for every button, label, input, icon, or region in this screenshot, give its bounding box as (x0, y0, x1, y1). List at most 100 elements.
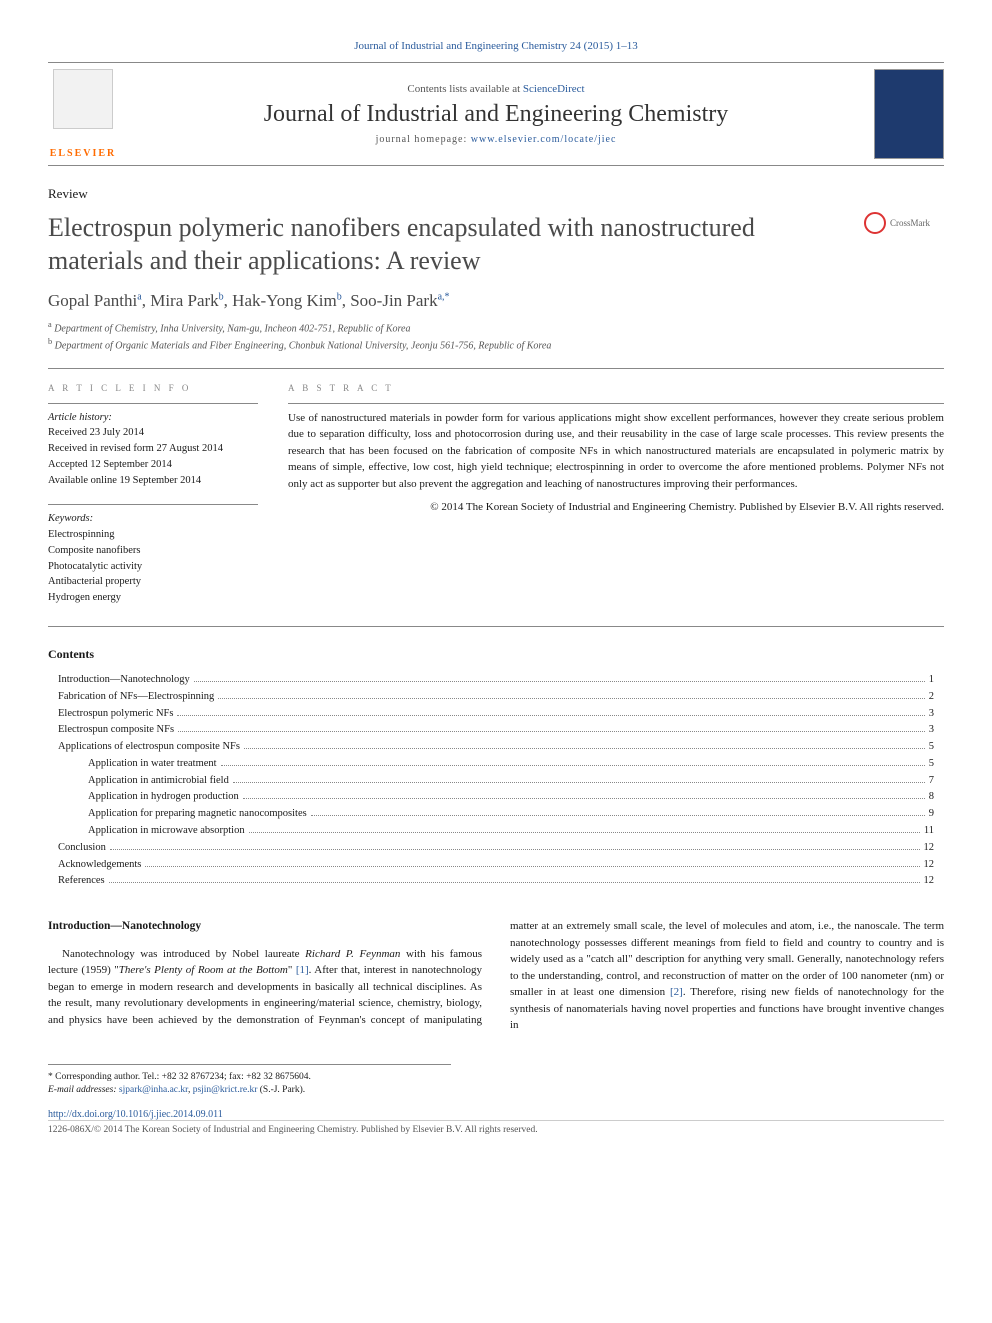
author-4: Soo-Jin Park (350, 291, 437, 310)
toc-dots (145, 866, 919, 867)
corr-line-2: E-mail addresses: sjpark@inha.ac.kr, psj… (48, 1084, 451, 1097)
affil-b-key: b (48, 337, 52, 346)
toc-page: 8 (929, 789, 934, 806)
contents-pre: Contents lists available at (407, 83, 522, 95)
toc-label: Application in water treatment (88, 756, 217, 773)
toc-page: 2 (929, 689, 934, 706)
toc-row-2[interactable]: Electrospun polymeric NFs 3 (58, 706, 934, 723)
affiliation-b: b Department of Organic Materials and Fi… (48, 336, 944, 353)
toc-page: 12 (924, 873, 935, 890)
article-info-label: A R T I C L E I N F O (48, 383, 258, 393)
toc-label: Conclusion (58, 840, 106, 857)
toc-label: References (58, 873, 105, 890)
top-citation[interactable]: Journal of Industrial and Engineering Ch… (48, 40, 944, 52)
p1-italic2: There's Plenty of Room at the Bottom (119, 964, 288, 976)
toc-label: Fabrication of NFs—Electrospinning (58, 689, 214, 706)
toc-label: Application in hydrogen production (88, 789, 239, 806)
toc-row-11[interactable]: Acknowledgements 12 (58, 857, 934, 874)
journal-name: Journal of Industrial and Engineering Ch… (128, 101, 864, 128)
elsevier-wordmark: ELSEVIER (50, 148, 117, 159)
rule-2 (48, 626, 944, 627)
p1-italic: Richard P. Feynman (305, 948, 400, 960)
toc-dots (178, 731, 925, 732)
author-2-aff: b (219, 291, 224, 302)
toc-page: 3 (929, 706, 934, 723)
toc-page: 3 (929, 722, 934, 739)
toc-page: 12 (924, 857, 935, 874)
toc-row-8[interactable]: Application for preparing magnetic nanoc… (58, 806, 934, 823)
corr-email-2[interactable]: psjin@krict.re.kr (193, 1085, 258, 1095)
toc-row-1[interactable]: Fabrication of NFs—Electrospinning 2 (58, 689, 934, 706)
corresponding-author-note: * Corresponding author. Tel.: +82 32 876… (48, 1064, 451, 1098)
toc-label: Application in microwave absorption (88, 823, 245, 840)
toc-row-12[interactable]: References 12 (58, 873, 934, 890)
toc-row-6[interactable]: Application in antimicrobial field 7 (58, 773, 934, 790)
author-2: Mira Park (150, 291, 218, 310)
info-row: A R T I C L E I N F O Article history: R… (48, 383, 944, 606)
toc-dots (243, 798, 925, 799)
toc-label: Application for preparing magnetic nanoc… (88, 806, 307, 823)
doi-link[interactable]: http://dx.doi.org/10.1016/j.jiec.2014.09… (48, 1109, 944, 1120)
toc-row-4[interactable]: Applications of electrospun composite NF… (58, 739, 934, 756)
ref-1-link[interactable]: [1] (296, 964, 309, 976)
toc-label: Application in antimicrobial field (88, 773, 229, 790)
journal-cover-thumb (874, 69, 944, 159)
toc-page: 7 (929, 773, 934, 790)
toc-label: Electrospun polymeric NFs (58, 706, 173, 723)
article-type: Review (48, 186, 944, 202)
history-3: Available online 19 September 2014 (48, 475, 201, 486)
toc-row-9[interactable]: Application in microwave absorption11 (58, 823, 934, 840)
toc-dots (311, 815, 925, 816)
abstract-col: A B S T R A C T Use of nanostructured ma… (288, 383, 944, 606)
author-3: Hak-Yong Kim (232, 291, 337, 310)
page: Journal of Industrial and Engineering Ch… (0, 0, 992, 1175)
toc-row-5[interactable]: Application in water treatment 5 (58, 756, 934, 773)
crossmark-badge[interactable]: CrossMark (864, 212, 944, 234)
history-0: Received 23 July 2014 (48, 427, 144, 438)
crossmark-label: CrossMark (890, 218, 930, 228)
toc-label: Electrospun composite NFs (58, 722, 174, 739)
article-title: Electrospun polymeric nanofibers encapsu… (48, 212, 852, 277)
article-info-col: A R T I C L E I N F O Article history: R… (48, 383, 258, 606)
toc-dots (244, 748, 925, 749)
affil-b-text: Department of Organic Materials and Fibe… (55, 341, 552, 352)
toc-row-0[interactable]: Introduction—Nanotechnology1 (58, 672, 934, 689)
corr-email-label: E-mail addresses: (48, 1085, 119, 1095)
toc-label: Acknowledgements (58, 857, 141, 874)
corr-email-1[interactable]: sjpark@inha.ac.kr (119, 1085, 188, 1095)
toc-row-3[interactable]: Electrospun composite NFs 3 (58, 722, 934, 739)
p1c: " (288, 964, 296, 976)
title-row: Electrospun polymeric nanofibers encapsu… (48, 212, 944, 291)
keywords-block: Keywords: Electrospinning Composite nano… (48, 511, 258, 606)
corr-line-1: * Corresponding author. Tel.: +82 32 876… (48, 1071, 451, 1084)
keyword-3: Antibacterial property (48, 576, 141, 587)
history-head: Article history: (48, 412, 112, 423)
toc-page: 5 (929, 739, 934, 756)
toc-dots (109, 882, 920, 883)
elsevier-tree-icon (53, 69, 113, 129)
abstract-text: Use of nanostructured materials in powde… (288, 410, 944, 493)
sciencedirect-link[interactable]: ScienceDirect (523, 83, 585, 95)
toc-row-7[interactable]: Application in hydrogen production 8 (58, 789, 934, 806)
abstract-copyright: © 2014 The Korean Society of Industrial … (288, 500, 944, 515)
journal-homepage-line: journal homepage: www.elsevier.com/locat… (128, 134, 864, 145)
author-4-aff: a,* (438, 291, 450, 302)
rule-info-1 (48, 403, 258, 404)
rule-abs (288, 403, 944, 404)
homepage-pre: journal homepage: (376, 134, 471, 145)
author-list: Gopal Panthia, Mira Parkb, Hak-Yong Kimb… (48, 291, 944, 311)
contents-available-line: Contents lists available at ScienceDirec… (128, 83, 864, 95)
toc-dots (233, 782, 925, 783)
toc-row-10[interactable]: Conclusion12 (58, 840, 934, 857)
homepage-link[interactable]: www.elsevier.com/locate/jiec (471, 134, 617, 145)
crossmark-icon (864, 212, 886, 234)
toc-dots (218, 698, 924, 699)
toc-dots (177, 715, 924, 716)
ref-2-link[interactable]: [2] (670, 986, 683, 998)
table-of-contents: Introduction—Nanotechnology1Fabrication … (48, 672, 944, 890)
p1a: Nanotechnology was introduced by Nobel l… (62, 948, 305, 960)
elsevier-logo-box: ELSEVIER (48, 69, 118, 159)
toc-page: 5 (929, 756, 934, 773)
keywords-head: Keywords: (48, 513, 93, 524)
author-1: Gopal Panthi (48, 291, 137, 310)
